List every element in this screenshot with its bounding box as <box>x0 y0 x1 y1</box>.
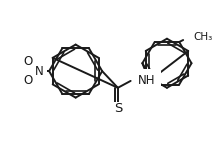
Text: O: O <box>23 55 32 68</box>
Text: O: O <box>23 74 32 87</box>
Text: N: N <box>35 65 44 78</box>
Text: NH: NH <box>138 74 155 87</box>
Text: CH₃: CH₃ <box>193 32 212 42</box>
Text: S: S <box>114 102 122 115</box>
